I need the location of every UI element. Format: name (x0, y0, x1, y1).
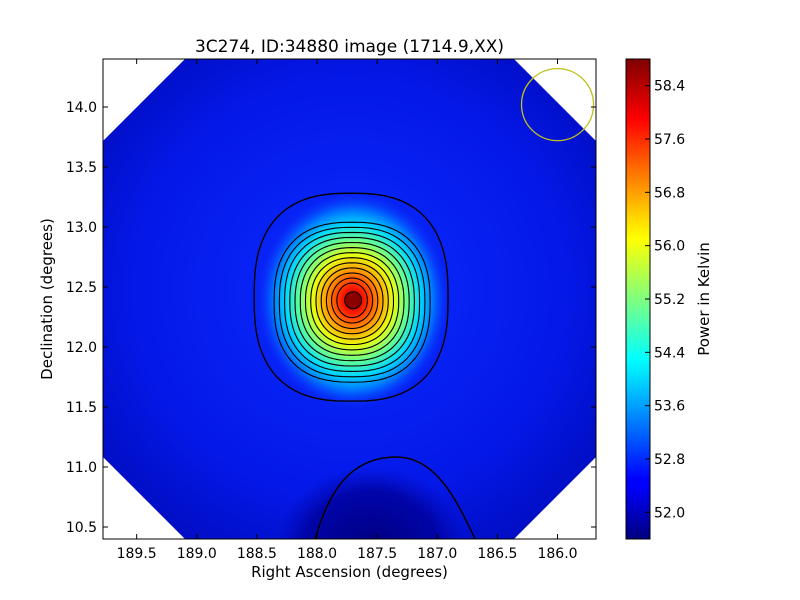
x-tick-label: 189.0 (177, 546, 217, 562)
beam-circle (520, 67, 595, 142)
contour-line (273, 221, 431, 383)
contour-line (304, 252, 400, 351)
x-tick-label: 186.0 (537, 546, 577, 562)
colorbar-tick-label: 52.0 (654, 505, 685, 521)
y-tick-label: 10.5 (66, 520, 97, 536)
y-tick-label: 13.0 (66, 220, 97, 236)
colorbar-tick-label: 54.4 (654, 345, 685, 361)
y-tick-label: 12.0 (66, 340, 97, 356)
low-region (276, 467, 466, 539)
contour-line (331, 277, 374, 324)
x-tick-label: 187.5 (357, 546, 397, 562)
colorbar-tick-label: 58.4 (654, 79, 685, 95)
contour-line (294, 241, 410, 362)
contour-line (336, 282, 368, 319)
contour-line (315, 262, 389, 340)
x-tick-label: 188.0 (297, 546, 337, 562)
colorbar-tick-label: 55.2 (654, 292, 685, 308)
low-contour (314, 456, 476, 539)
contour-line (320, 267, 384, 335)
x-tick-label: 188.5 (237, 546, 277, 562)
colorbar-ticks: 52.0 52.8 53.6 54.4 55.2 56.0 56.8 57.6 58.4 (645, 79, 685, 521)
x-tick-label: 187.0 (417, 546, 457, 562)
colorbar-tick-label: 57.6 (654, 132, 685, 148)
axes-frame (102, 58, 597, 540)
contour-lines (253, 192, 449, 402)
x-tick-label: 186.5 (477, 546, 517, 562)
x-axis-label: Right Ascension (degrees) (251, 563, 448, 581)
contour-line (278, 226, 426, 378)
x-tick-label: 189.5 (117, 546, 157, 562)
source-peak (344, 291, 363, 310)
contour-line (284, 231, 421, 372)
y-tick-label: 11.0 (66, 460, 97, 476)
contour-line (289, 236, 415, 367)
y-tick-label: 13.5 (66, 160, 97, 176)
y-ticks: 10.5 11.0 11.5 12.0 12.5 13.0 13.5 14.0 (66, 100, 596, 536)
y-tick-label: 14.0 (66, 100, 97, 116)
colorbar-tick-label: 53.6 (654, 399, 685, 415)
colorbar-tick-label: 56.0 (654, 239, 685, 255)
contour-line (325, 272, 379, 329)
contour-line (310, 257, 395, 346)
y-axis-label: Declination (degrees) (38, 218, 56, 380)
colorbar-tick-label: 56.8 (654, 185, 685, 201)
plot-area (103, 59, 596, 539)
colorbar-label: Power in Kelvin (695, 242, 713, 356)
y-tick-label: 11.5 (66, 400, 97, 416)
contour-line (299, 247, 405, 356)
chart-title: 3C274, ID:34880 image (1714.9,XX) (195, 37, 504, 57)
colorbar-tick-label: 52.8 (654, 452, 685, 468)
y-tick-label: 12.5 (66, 280, 97, 296)
contour-line (253, 192, 449, 402)
x-ticks: 189.5 189.0 188.5 188.0 187.5 187.0 186.5 186.0 (117, 59, 578, 562)
